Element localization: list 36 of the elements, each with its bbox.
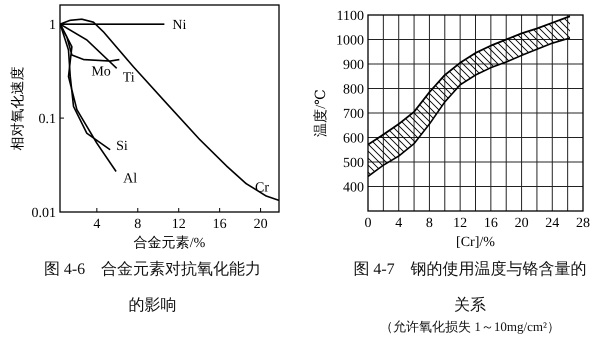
series-label: Ti (122, 70, 135, 86)
xtick: 8 (426, 216, 433, 231)
xtick: 12 (453, 216, 468, 231)
ytick: 500 (343, 156, 364, 171)
ytick: 700 (343, 107, 364, 122)
series-label: Ni (172, 18, 186, 34)
ytick: 600 (343, 132, 364, 146)
xtick: 16 (484, 216, 498, 231)
ytick: 1000 (336, 34, 364, 48)
xtick: 16 (212, 217, 227, 232)
ytick: 1100 (336, 9, 364, 24)
text: （允许氧化损失 1～10mg/cm²） (379, 318, 561, 336)
ytick: 1 (49, 18, 56, 34)
x-axis-title: 合金元素/% (134, 235, 206, 251)
xtick: 20 (514, 216, 529, 231)
ytick: 0.1 (38, 112, 56, 128)
ytick: 800 (343, 82, 364, 98)
xtick: 4 (395, 216, 402, 231)
xtick: 4 (93, 217, 100, 232)
xtick: 0 (364, 216, 372, 231)
series-label: Si (116, 138, 128, 154)
x-axis-title: [Cr]/% (456, 235, 496, 250)
y-axis-title: 相对氧化速度 (10, 66, 26, 150)
xtick: 28 (576, 216, 590, 231)
text: 图 4-6 合金元素对抗氧化能力的影响 (42, 260, 262, 316)
xtick: 8 (134, 217, 142, 232)
text: 图 4-7 钢的使用温度与铬含量的关系 (353, 261, 587, 314)
xtick: 12 (172, 217, 186, 232)
series-label: Mo (91, 64, 111, 80)
y-axis-title: 温度/℃ (313, 89, 329, 137)
ytick: 400 (343, 180, 364, 196)
ytick: 900 (343, 58, 364, 73)
ytick: 0.01 (32, 206, 56, 221)
series-label: Al (123, 172, 138, 186)
xtick: 24 (545, 216, 560, 231)
xtick: 20 (254, 217, 268, 232)
